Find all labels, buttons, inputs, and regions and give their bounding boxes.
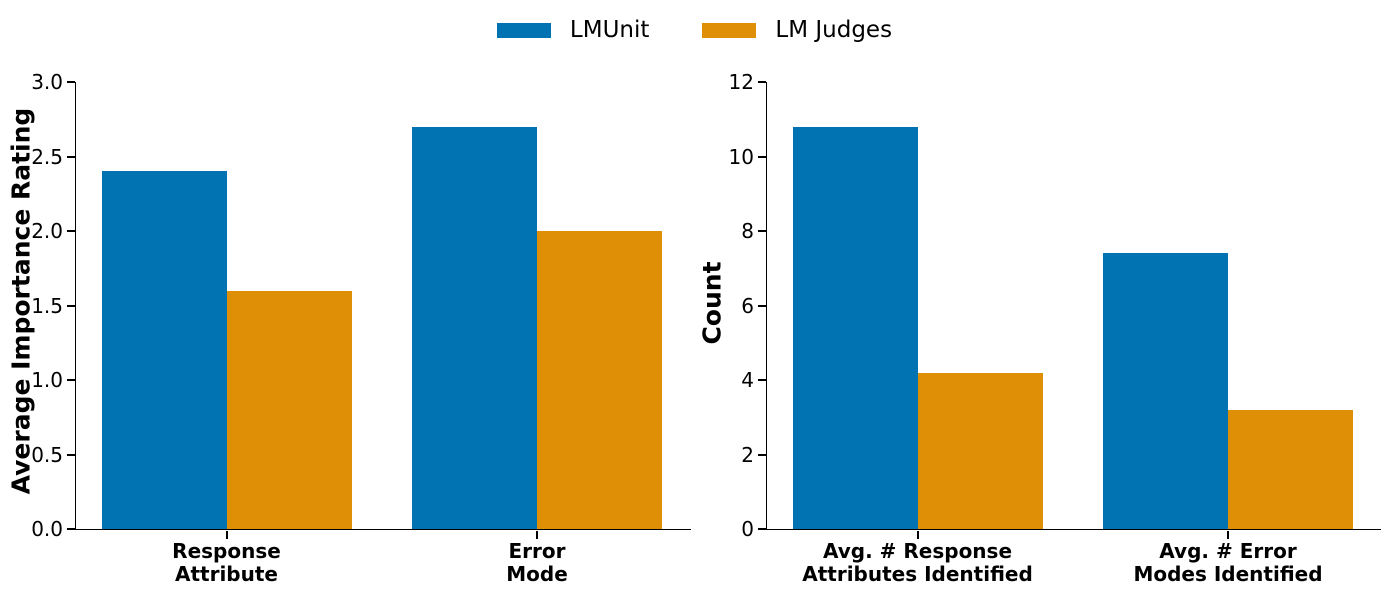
legend-item-lm-judges: LM Judges	[702, 19, 892, 42]
y-tick-label-1-5: 1.5	[31, 293, 63, 318]
y-tick-4	[758, 379, 766, 381]
y-tick-label-0: 0	[741, 517, 754, 541]
y-tick-label-0-5: 0.5	[31, 442, 63, 467]
x-category-label-line: Mode	[506, 562, 568, 586]
y-tick-label-3-0: 3.0	[31, 70, 63, 94]
y-tick-0-0	[67, 528, 75, 530]
bar-lm-judges-error	[537, 231, 662, 529]
y-tick-label-8: 8	[741, 219, 754, 243]
bar-lm-judges-response	[226, 290, 352, 529]
x-tick-response	[225, 531, 228, 539]
y-tick-label-1-0: 1.0	[31, 368, 63, 392]
x-category-label-response-attribute: Response Attribute	[172, 540, 281, 586]
x-category-label-error-mode: Error Mode	[506, 540, 568, 586]
y-tick-2-5	[67, 155, 75, 158]
y-tick-label-0-0: 0.0	[31, 517, 63, 541]
x-category-label-line: Avg. # Response	[822, 539, 1013, 563]
y-tick-10	[758, 155, 766, 158]
bar-lmunit-avg-response	[792, 126, 918, 529]
bar-lm-judges-avg-response	[917, 372, 1043, 529]
legend-swatch-lmunit	[496, 23, 551, 38]
x-category-label-line: Modes Identified	[1133, 562, 1323, 586]
y-tick-0	[758, 528, 766, 530]
x-category-label-line: Attributes Identified	[802, 562, 1033, 586]
y-tick-8	[758, 230, 766, 232]
y-tick-2	[758, 453, 766, 456]
x-tick-error	[536, 531, 538, 539]
bar-lmunit-response	[101, 171, 227, 529]
x-tick-avg-error	[1227, 531, 1229, 539]
y-tick-label-2-0: 2.0	[31, 219, 63, 243]
right-chart-plot-area: 0 2 4 6 8 10 12 Avg. # Response Attributes Ident…	[729, 72, 1381, 586]
legend-item-lmunit: LMUnit	[496, 17, 650, 43]
y-tick-label-6: 6	[741, 293, 754, 318]
y-tick-12	[758, 81, 766, 83]
bar-lmunit-avg-error	[1103, 253, 1228, 529]
y-tick-1-0	[67, 379, 75, 381]
y-tick-1-5	[67, 304, 75, 307]
legend-swatch-lm-judges	[702, 23, 757, 38]
y-tick-6	[758, 304, 766, 307]
y-tick-label-12: 12	[728, 70, 754, 94]
x-category-label-line: Error	[508, 539, 566, 563]
x-category-label-line: Attribute	[174, 562, 278, 586]
y-tick-0-5	[67, 453, 75, 456]
y-tick-label-2-5: 2.5	[31, 144, 63, 169]
bar-lmunit-error	[412, 126, 537, 529]
x-category-label-line: Response	[172, 539, 281, 563]
x-category-label-avg-response-attributes-identified: Avg. # Response Attributes Identified	[802, 540, 1033, 586]
y-tick-3-0	[67, 81, 75, 83]
legend: LMUnit LM Judges	[0, 19, 1389, 42]
x-category-label-avg-error-modes-identified: Avg. # Error Modes Identified	[1133, 540, 1322, 586]
x-tick-avg-response	[916, 531, 919, 539]
y-tick-label-4: 4	[741, 368, 754, 392]
y-tick-label-2: 2	[741, 442, 754, 467]
y-tick-2-0	[67, 230, 75, 232]
right-chart-y-axis-label: Count	[697, 261, 727, 345]
bar-lm-judges-avg-error	[1228, 409, 1353, 529]
left-chart-plot-area: 0.0 0.5 1.0 1.5 2.0 2.5 3.0 Response Attribute Er…	[31, 72, 691, 586]
y-tick-label-10: 10	[728, 144, 754, 169]
x-category-label-line: Avg. # Error	[1159, 539, 1297, 563]
legend-label-lm-judges: LM Judges	[775, 17, 893, 43]
legend-label-lmunit: LMUnit	[569, 17, 650, 43]
